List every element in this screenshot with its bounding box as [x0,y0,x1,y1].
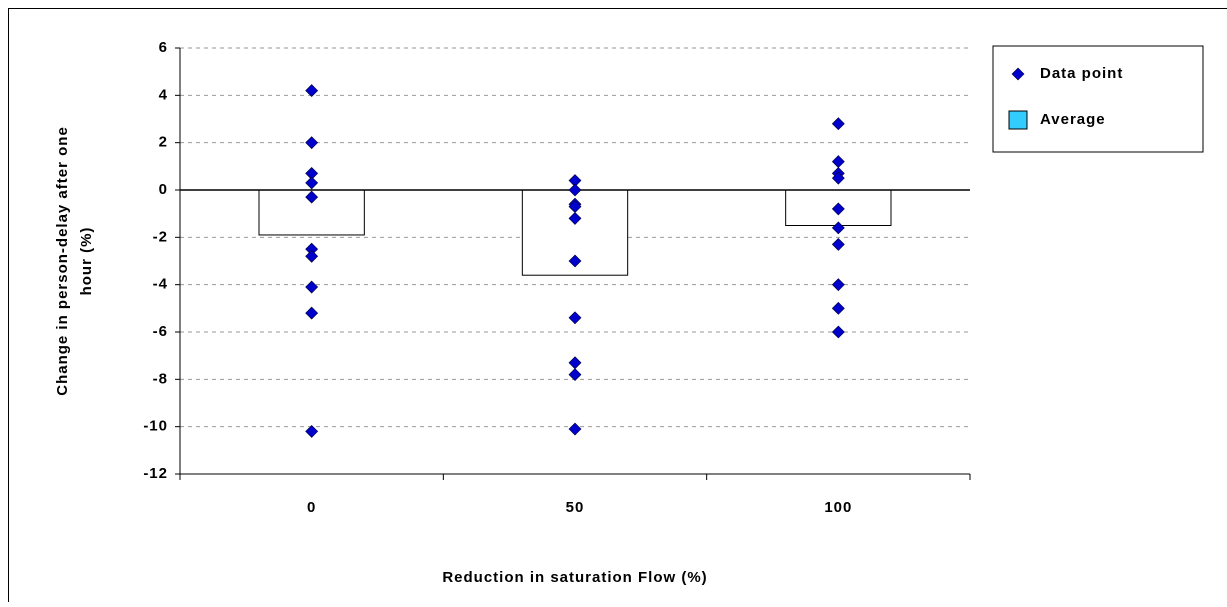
legend-box [993,46,1203,152]
legend-label: Average [1040,111,1106,128]
y-tick-label: -4 [153,276,168,293]
x-tick-label: 0 [307,499,316,516]
x-tick-label: 100 [824,499,852,516]
y-axis-title: Change in person-delay after one [54,126,71,396]
y-tick-label: 0 [159,181,168,198]
y-tick-label: -6 [153,323,168,340]
legend-label: Data point [1040,65,1123,82]
y-tick-label: -12 [143,465,168,482]
legend-swatch [1009,111,1027,129]
y-tick-label: -8 [153,370,168,387]
y-tick-label: -10 [143,418,168,435]
y-tick-label: -2 [153,228,168,245]
y-axis-title: hour (%) [78,227,95,296]
x-axis-title: Reduction in saturation Flow (%) [442,569,707,586]
y-tick-label: 4 [159,86,168,103]
y-tick-label: 2 [159,134,168,151]
x-tick-label: 50 [566,499,585,516]
y-tick-label: 6 [159,39,168,56]
